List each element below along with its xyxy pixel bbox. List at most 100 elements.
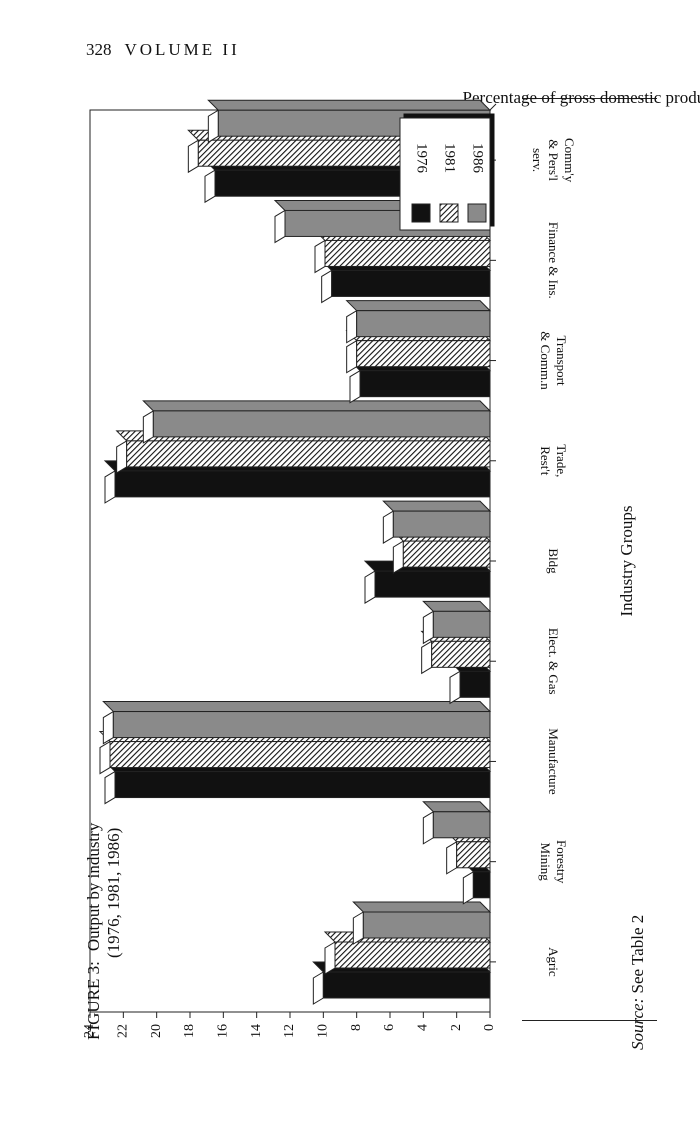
x-axis-title: Industry Groups <box>617 506 636 617</box>
page-number: 328 <box>86 40 112 59</box>
x-tick-label: & Comm.n <box>538 331 553 390</box>
bar-side-1981 <box>314 239 326 274</box>
bar-side-1981 <box>421 640 433 675</box>
legend-label-1981: 1981 <box>442 143 458 173</box>
x-tick-label: Transport <box>554 336 569 386</box>
bar-side-1976 <box>104 770 116 805</box>
bar-1981-7 <box>324 239 491 267</box>
x-tick-label: Forestry <box>554 840 569 884</box>
legend-swatch-1981 <box>439 203 459 223</box>
bar-1981-6 <box>356 340 491 368</box>
x-tick-label: Rest't <box>538 446 553 475</box>
bar-1986-2 <box>112 711 491 739</box>
x-tick-label-group: Trade,Rest't <box>538 444 569 477</box>
legend-swatch-1976 <box>411 203 431 223</box>
bar-side-1976 <box>312 971 324 1005</box>
bar-1986-4 <box>392 510 491 538</box>
x-tick-label-group: Elect. & Gas <box>546 628 561 695</box>
legend-label-1986: 1986 <box>470 143 486 174</box>
bar-side-1976 <box>449 670 461 705</box>
bar-1976-3 <box>459 670 491 698</box>
bar-1981-2 <box>109 741 491 769</box>
bar-top-1986 <box>382 500 492 512</box>
y-tick-label: 4 <box>416 1024 431 1031</box>
bar-top-1986 <box>352 901 492 913</box>
bar-1981-0 <box>334 941 491 969</box>
y-tick-label: 0 <box>482 1024 497 1031</box>
x-tick-label-group: Manufacture <box>546 728 561 795</box>
bar-top-1986 <box>142 400 492 412</box>
bar-1981-3 <box>431 640 491 668</box>
bar-1976-1 <box>472 871 491 899</box>
x-tick-label-group: Transport& Comm.n <box>538 331 569 390</box>
bar-1986-3 <box>432 610 491 638</box>
bar-side-1981 <box>392 540 404 574</box>
bar-side-1981 <box>116 440 128 474</box>
bar-side-1981 <box>346 339 358 374</box>
x-tick-label: Bldg <box>546 548 561 574</box>
y-tick-label: 2 <box>449 1024 464 1031</box>
bar-1986-0 <box>362 911 491 939</box>
bar-side-1986 <box>274 209 286 244</box>
bar-side-1986 <box>352 911 364 945</box>
x-tick-label: Agric <box>546 947 561 977</box>
y-tick-label: 16 <box>216 1024 231 1038</box>
bar-top-1986 <box>345 300 492 312</box>
y-tick-label: 10 <box>316 1024 331 1038</box>
x-tick-label: Trade, <box>554 444 569 477</box>
bar-side-1981 <box>324 941 336 975</box>
x-tick-label-group: Bldg <box>546 548 561 574</box>
y-tick-label: 12 <box>282 1024 297 1038</box>
y-tick-label: 6 <box>382 1024 397 1031</box>
bar-side-1986 <box>422 610 434 645</box>
bar-side-1981 <box>99 740 111 775</box>
bar-top-1986 <box>102 701 492 713</box>
legend-label-1976: 1976 <box>414 143 430 174</box>
bar-1976-5 <box>114 470 491 498</box>
bar-1976-6 <box>359 370 491 398</box>
bar-top-1986 <box>422 600 492 612</box>
bar-side-1976 <box>462 870 474 905</box>
bar-1976-7 <box>331 269 491 297</box>
bar-side-1986 <box>382 510 394 544</box>
y-tick-label: 22 <box>116 1024 131 1038</box>
x-tick-label: & Pers'l <box>546 139 561 181</box>
x-tick-label: Elect. & Gas <box>546 628 561 695</box>
bar-1981-5 <box>126 440 491 468</box>
x-tick-label: Finance & Ins. <box>546 222 561 299</box>
bar-side-1986 <box>207 109 219 144</box>
bar-1976-4 <box>374 570 491 598</box>
bar-1986-1 <box>432 811 491 839</box>
bar-top-1986 <box>207 99 492 111</box>
y-tick-label: 24 <box>82 1024 97 1038</box>
bar-side-1976 <box>204 169 216 204</box>
running-head: VOLUME II <box>124 40 240 59</box>
x-tick-label: serv. <box>530 148 545 172</box>
y-tick-label: 14 <box>249 1024 264 1038</box>
y-tick-label: 8 <box>349 1024 364 1031</box>
bar-side-1976 <box>104 470 116 504</box>
bar-side-1981 <box>446 840 458 875</box>
legend-swatch-1986 <box>467 203 487 223</box>
bar-1981-4 <box>402 540 491 568</box>
bar-1976-2 <box>114 771 491 799</box>
bar-side-1986 <box>142 410 154 444</box>
bar-1986-6 <box>356 310 491 338</box>
bar-side-1976 <box>349 369 361 404</box>
y-tick-label: 18 <box>182 1024 197 1038</box>
top-rule <box>522 98 657 99</box>
bar-side-1986 <box>102 710 114 745</box>
bar-side-1981 <box>187 139 199 174</box>
plot-frame-corner <box>489 103 497 111</box>
x-tick-label-group: Agric <box>546 947 561 977</box>
bar-top-1986 <box>422 801 492 813</box>
x-tick-label: Manufacture <box>546 728 561 795</box>
bottom-rule <box>522 1020 657 1021</box>
y-axis-title: Percentage of gross domestic product <box>463 88 700 107</box>
bar-1986-5 <box>152 410 491 438</box>
bar-side-1986 <box>422 810 434 845</box>
x-tick-label: Mining <box>538 843 553 882</box>
